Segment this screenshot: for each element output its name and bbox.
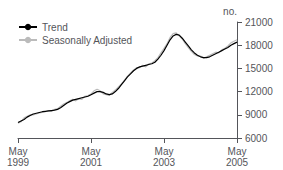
svg-text:1999: 1999 (7, 157, 30, 168)
svg-text:Trend: Trend (42, 22, 68, 33)
svg-text:Seasonally Adjusted: Seasonally Adjusted (42, 35, 132, 46)
svg-text:6000: 6000 (245, 133, 268, 144)
svg-text:May: May (155, 146, 174, 157)
svg-text:18000: 18000 (245, 40, 273, 51)
svg-text:9000: 9000 (245, 109, 268, 120)
svg-text:2005: 2005 (226, 157, 249, 168)
svg-text:2003: 2003 (153, 157, 176, 168)
svg-text:21000: 21000 (245, 17, 273, 28)
svg-text:May: May (228, 146, 247, 157)
svg-text:2001: 2001 (80, 157, 103, 168)
svg-text:no.: no. (223, 6, 237, 17)
svg-text:May: May (82, 146, 101, 157)
svg-text:12000: 12000 (245, 86, 273, 97)
svg-text:15000: 15000 (245, 63, 273, 74)
svg-text:May: May (9, 146, 28, 157)
